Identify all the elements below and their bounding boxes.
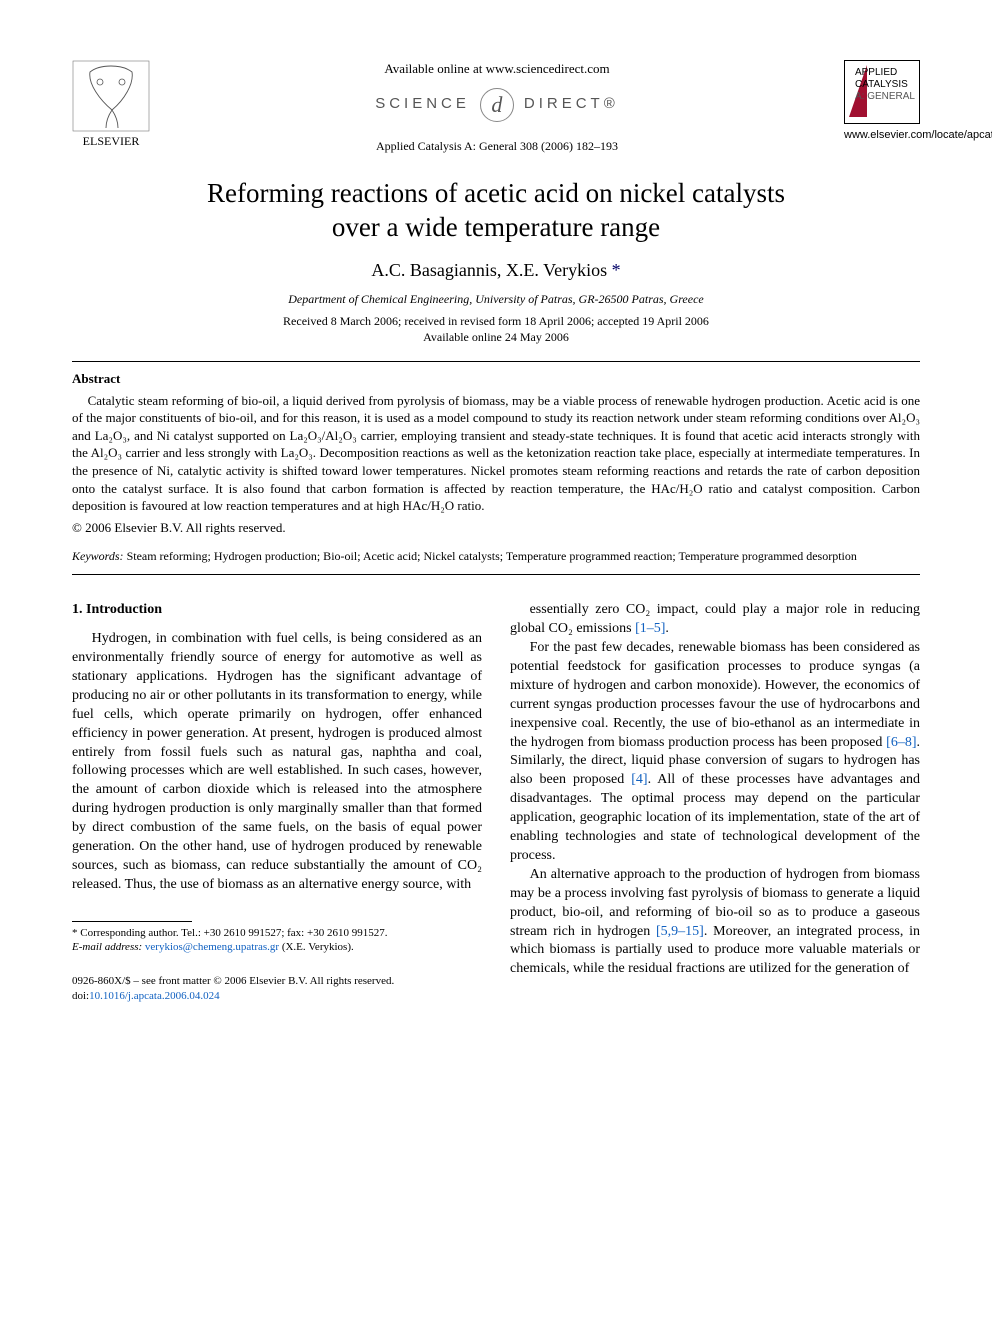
article-title: Reforming reactions of acetic acid on ni… [112,177,880,245]
keywords-label: Keywords: [72,549,124,563]
corresponding-footnote: * Corresponding author. Tel.: +30 2610 9… [72,926,482,955]
science-word: SCIENCE [375,94,470,114]
journal-name-l3: A: GENERAL [855,91,915,103]
affiliation: Department of Chemical Engineering, Univ… [72,291,920,307]
abstract-body: Catalytic steam reforming of bio-oil, a … [72,392,920,515]
doi-label: doi: [72,990,89,1002]
divider [72,574,920,575]
locate-url: www.elsevier.com/locate/apcata [844,128,920,143]
front-line1: 0926-860X/$ – see front matter © 2006 El… [72,974,482,989]
at-icon: d [480,88,514,122]
corresponding-mark-icon: * [607,260,621,280]
body-columns: 1. Introduction Hydrogen, in combination… [72,601,920,1004]
left-column: 1. Introduction Hydrogen, in combination… [72,601,482,1004]
sciencedirect-logo: SCIENCE d DIRECT® [160,88,834,122]
abstract-text: Catalytic steam reforming of bio-oil, a … [72,392,920,515]
authors: A.C. Basagiannis, X.E. Verykios * [72,258,920,282]
keywords: Keywords: Steam reforming; Hydrogen prod… [72,548,920,564]
ref-link[interactable]: [1–5] [635,621,665,636]
available-online-text: Available online at www.sciencedirect.co… [160,60,834,78]
footnote-divider [72,921,192,922]
citation-line: Applied Catalysis A: General 308 (2006) … [160,138,834,154]
right-column: essentially zero CO₂ impact, could play … [510,601,920,1004]
ref-link[interactable]: [4] [631,772,647,787]
header-center: Available online at www.sciencedirect.co… [150,60,844,154]
body-para: Hydrogen, in combination with fuel cells… [72,630,482,894]
abstract-heading: Abstract [72,370,920,388]
body-para: For the past few decades, renewable biom… [510,639,920,866]
front-matter: 0926-860X/$ – see front matter © 2006 El… [72,974,482,1004]
ref-link[interactable]: [5,9–15] [656,924,704,939]
keywords-list: Steam reforming; Hydrogen production; Bi… [124,549,857,563]
journal-name-l2: CATALYSIS [855,79,915,91]
ref-link[interactable]: [6–8] [886,735,916,750]
elsevier-logo: ELSEVIER [72,60,150,155]
page-header: ELSEVIER Available online at www.science… [72,60,920,155]
article-dates: Received 8 March 2006; received in revis… [72,313,920,329]
email-tail: (X.E. Verykios). [282,941,354,953]
direct-word: DIRECT® [524,94,619,114]
divider [72,361,920,362]
author-names: A.C. Basagiannis, X.E. Verykios [371,260,607,280]
title-line2: over a wide temperature range [332,212,660,242]
title-line1: Reforming reactions of acetic acid on ni… [207,178,785,208]
footnote-corr: * Corresponding author. Tel.: +30 2610 9… [72,926,482,940]
email-link[interactable]: verykios@chemeng.upatras.gr [142,941,282,953]
journal-name-l1: APPLIED [855,67,915,79]
elsevier-word: ELSEVIER [83,134,140,148]
body-para: essentially zero CO₂ impact, could play … [510,601,920,639]
email-label: E-mail address: [72,941,142,953]
section-heading: 1. Introduction [72,601,482,620]
doi-link[interactable]: 10.1016/j.apcata.2006.04.024 [89,990,219,1002]
body-para: An alternative approach to the productio… [510,866,920,979]
journal-cover: APPLIED CATALYSIS A: GENERAL www.elsevie… [844,60,920,143]
available-online-date: Available online 24 May 2006 [72,329,920,345]
copyright-line: © 2006 Elsevier B.V. All rights reserved… [72,519,920,537]
